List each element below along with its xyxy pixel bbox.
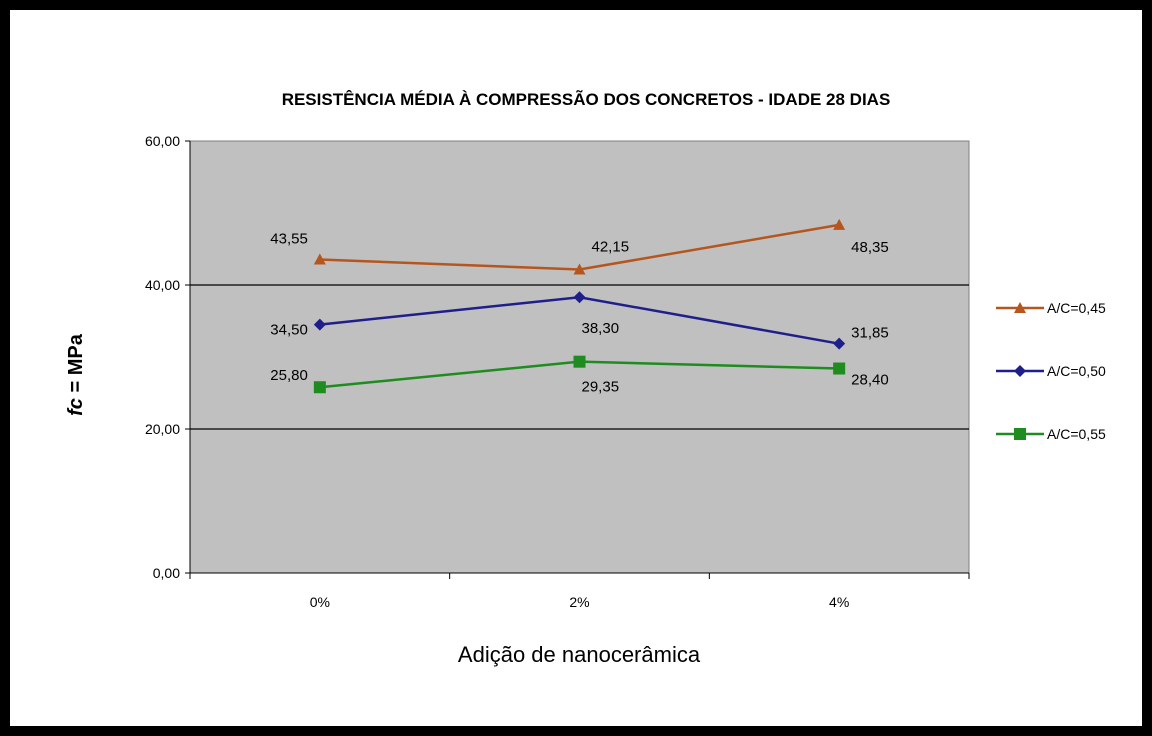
legend-item: A/C=0,55 xyxy=(996,426,1106,442)
x-tick-label: 4% xyxy=(829,594,849,610)
chart-title: RESISTÊNCIA MÉDIA À COMPRESSÃO DOS CONCR… xyxy=(282,89,891,109)
series-layer xyxy=(313,218,846,394)
y-axis-title: fc = MPa xyxy=(65,333,87,416)
y-tick-label: 20,00 xyxy=(145,421,180,437)
legend-item: A/C=0,45 xyxy=(996,300,1106,316)
series-2 xyxy=(313,291,846,350)
data-label: 38,30 xyxy=(582,320,620,337)
data-label: 29,35 xyxy=(582,379,620,396)
data-point xyxy=(313,253,326,265)
data-label: 42,15 xyxy=(592,239,630,256)
data-point xyxy=(573,263,586,275)
data-point xyxy=(573,291,586,304)
data-point xyxy=(833,218,846,230)
legend-label: A/C=0,45 xyxy=(1047,300,1106,316)
data-point xyxy=(833,337,846,350)
x-axis-title: Adição de nanocerâmica xyxy=(458,642,701,667)
legend-marker xyxy=(1014,428,1026,440)
data-labels: 43,55 42,15 48,35 34,50 38,30 31,85 25,80 29,35… xyxy=(270,230,888,395)
chart-frame: RESISTÊNCIA MÉDIA À COMPRESSÃO DOS CONCR… xyxy=(9,9,1143,727)
legend-item: A/C=0,50 xyxy=(996,363,1106,379)
data-label: 31,85 xyxy=(851,325,889,342)
axes: 0,00 20,00 40,00 60,00 0% 2% 4% xyxy=(145,133,970,610)
y-tick-label: 60,00 xyxy=(145,133,180,149)
x-tick-label: 0% xyxy=(310,594,330,610)
data-label: 43,55 xyxy=(270,230,308,247)
y-tick-label: 0,00 xyxy=(153,565,180,581)
y-tick-label: 40,00 xyxy=(145,277,180,293)
data-label: 28,40 xyxy=(851,372,889,389)
data-label: 48,35 xyxy=(851,239,889,256)
x-tick-label: 2% xyxy=(569,594,589,610)
legend: A/C=0,45 A/C=0,50 A/C=0,55 xyxy=(996,300,1106,442)
legend-label: A/C=0,50 xyxy=(1047,363,1106,379)
legend-label: A/C=0,55 xyxy=(1047,426,1106,442)
series-3 xyxy=(313,355,846,394)
gridlines xyxy=(190,284,969,430)
data-point xyxy=(833,362,846,375)
legend-marker xyxy=(1014,302,1026,313)
series-1 xyxy=(313,218,846,275)
chart-svg: RESISTÊNCIA MÉDIA À COMPRESSÃO DOS CONCR… xyxy=(65,89,1106,667)
data-label: 25,80 xyxy=(270,367,308,384)
y-axis-title-unit: = MPa xyxy=(65,333,87,398)
data-point xyxy=(313,381,326,394)
data-point xyxy=(313,318,326,331)
legend-marker xyxy=(1014,365,1026,377)
data-point xyxy=(573,355,586,368)
data-label: 34,50 xyxy=(270,322,308,339)
y-axis-title-italic: fc xyxy=(65,398,87,416)
